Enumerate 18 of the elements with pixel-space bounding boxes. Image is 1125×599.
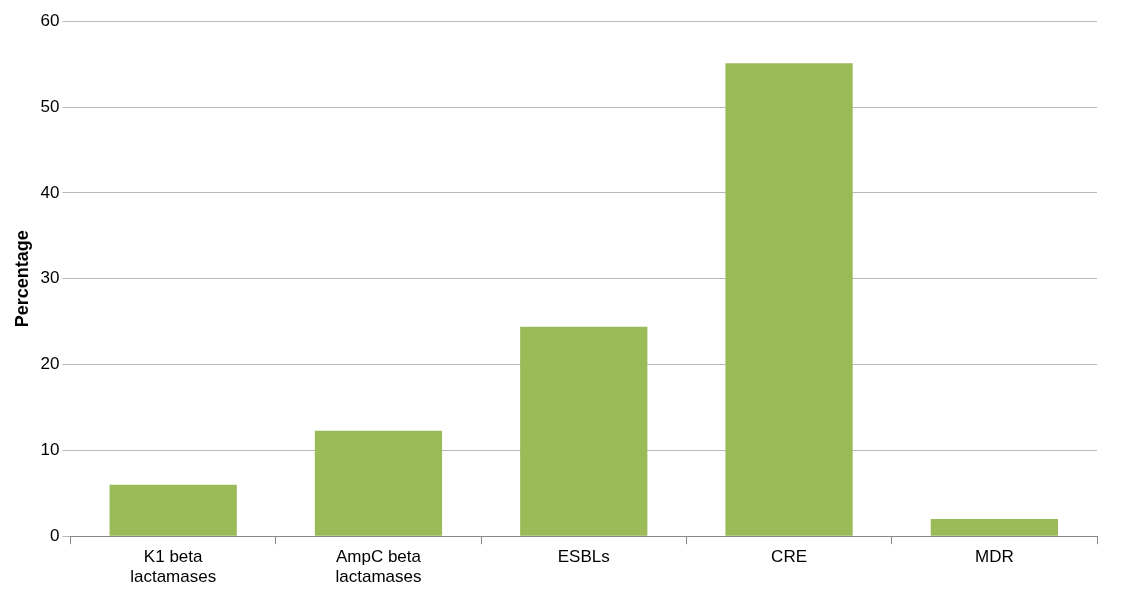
x-tick-label: K1 beta lactamases xyxy=(130,547,217,587)
x-tick-label: AmpC beta lactamases xyxy=(335,547,422,587)
y-tick-label: 60 xyxy=(40,10,60,30)
y-tick-label: 10 xyxy=(40,440,60,460)
y-tick-label: 40 xyxy=(40,182,60,202)
y-tick-label: 0 xyxy=(50,525,60,545)
y-tick-label: 30 xyxy=(40,268,60,288)
bar xyxy=(930,519,1058,536)
y-tick-label: 50 xyxy=(40,96,60,116)
x-tick-label: MDR xyxy=(974,547,1014,567)
bar xyxy=(314,430,443,536)
bar xyxy=(520,326,648,536)
x-tick-label: CRE xyxy=(771,547,808,567)
y-axis-title: Percentage xyxy=(11,230,32,328)
x-tick-label: ESBLs xyxy=(557,547,610,567)
bar xyxy=(725,63,853,536)
bar xyxy=(109,484,237,536)
y-tick-label: 20 xyxy=(40,354,60,374)
